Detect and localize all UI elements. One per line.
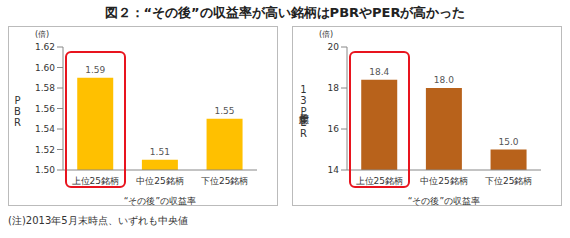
svg-text:1.56: 1.56	[35, 104, 55, 114]
svg-text:1.50: 1.50	[35, 165, 55, 175]
svg-text:18: 18	[328, 83, 340, 93]
svg-text:1.59: 1.59	[85, 65, 105, 75]
html-text:(注)2013年5月末時点、いずれも中央値: (注)2013年5月末時点、いずれも中央値	[8, 215, 188, 226]
svg-text:18.0: 18.0	[434, 75, 454, 85]
svg-text:“その後”の収益率: “その後”の収益率	[124, 196, 196, 206]
html-text:(倍): (倍)	[35, 30, 50, 39]
svg-text:下位25銘柄: 下位25銘柄	[201, 176, 248, 186]
svg-text:16: 16	[328, 124, 340, 134]
html-text:図２：“その後”の収益率が高い銘柄はPBRやPERが高かった: 図２：“その後”の収益率が高い銘柄はPBRやPERが高かった	[104, 5, 466, 20]
svg-text:1.54: 1.54	[35, 124, 55, 134]
svg-text:1.58: 1.58	[35, 83, 55, 93]
svg-text:14: 14	[328, 165, 340, 175]
svg-text:上位25銘柄: 上位25銘柄	[356, 176, 403, 186]
svg-text:中位25銘柄: 中位25銘柄	[420, 176, 467, 186]
svg-text:上位25銘柄: 上位25銘柄	[72, 176, 119, 186]
html-text:(倍): (倍)	[319, 30, 334, 39]
svg-text:18.4: 18.4	[369, 67, 389, 77]
svg-text:15.0: 15.0	[499, 137, 519, 147]
svg-text:下位25銘柄: 下位25銘柄	[485, 176, 532, 186]
svg-text:20: 20	[328, 42, 340, 52]
svg-text:1.52: 1.52	[35, 145, 55, 155]
svg-text:1.60: 1.60	[35, 63, 55, 73]
html-text:PBR: PBR	[12, 94, 23, 128]
html-text:13年度予想PER: 13年度予想PER	[298, 83, 309, 139]
svg-text:1.51: 1.51	[150, 147, 170, 157]
svg-text:1.62: 1.62	[35, 42, 55, 52]
svg-text:“その後”の収益率: “その後”の収益率	[408, 196, 480, 206]
svg-text:1.55: 1.55	[215, 106, 235, 116]
svg-text:中位25銘柄: 中位25銘柄	[136, 176, 183, 186]
